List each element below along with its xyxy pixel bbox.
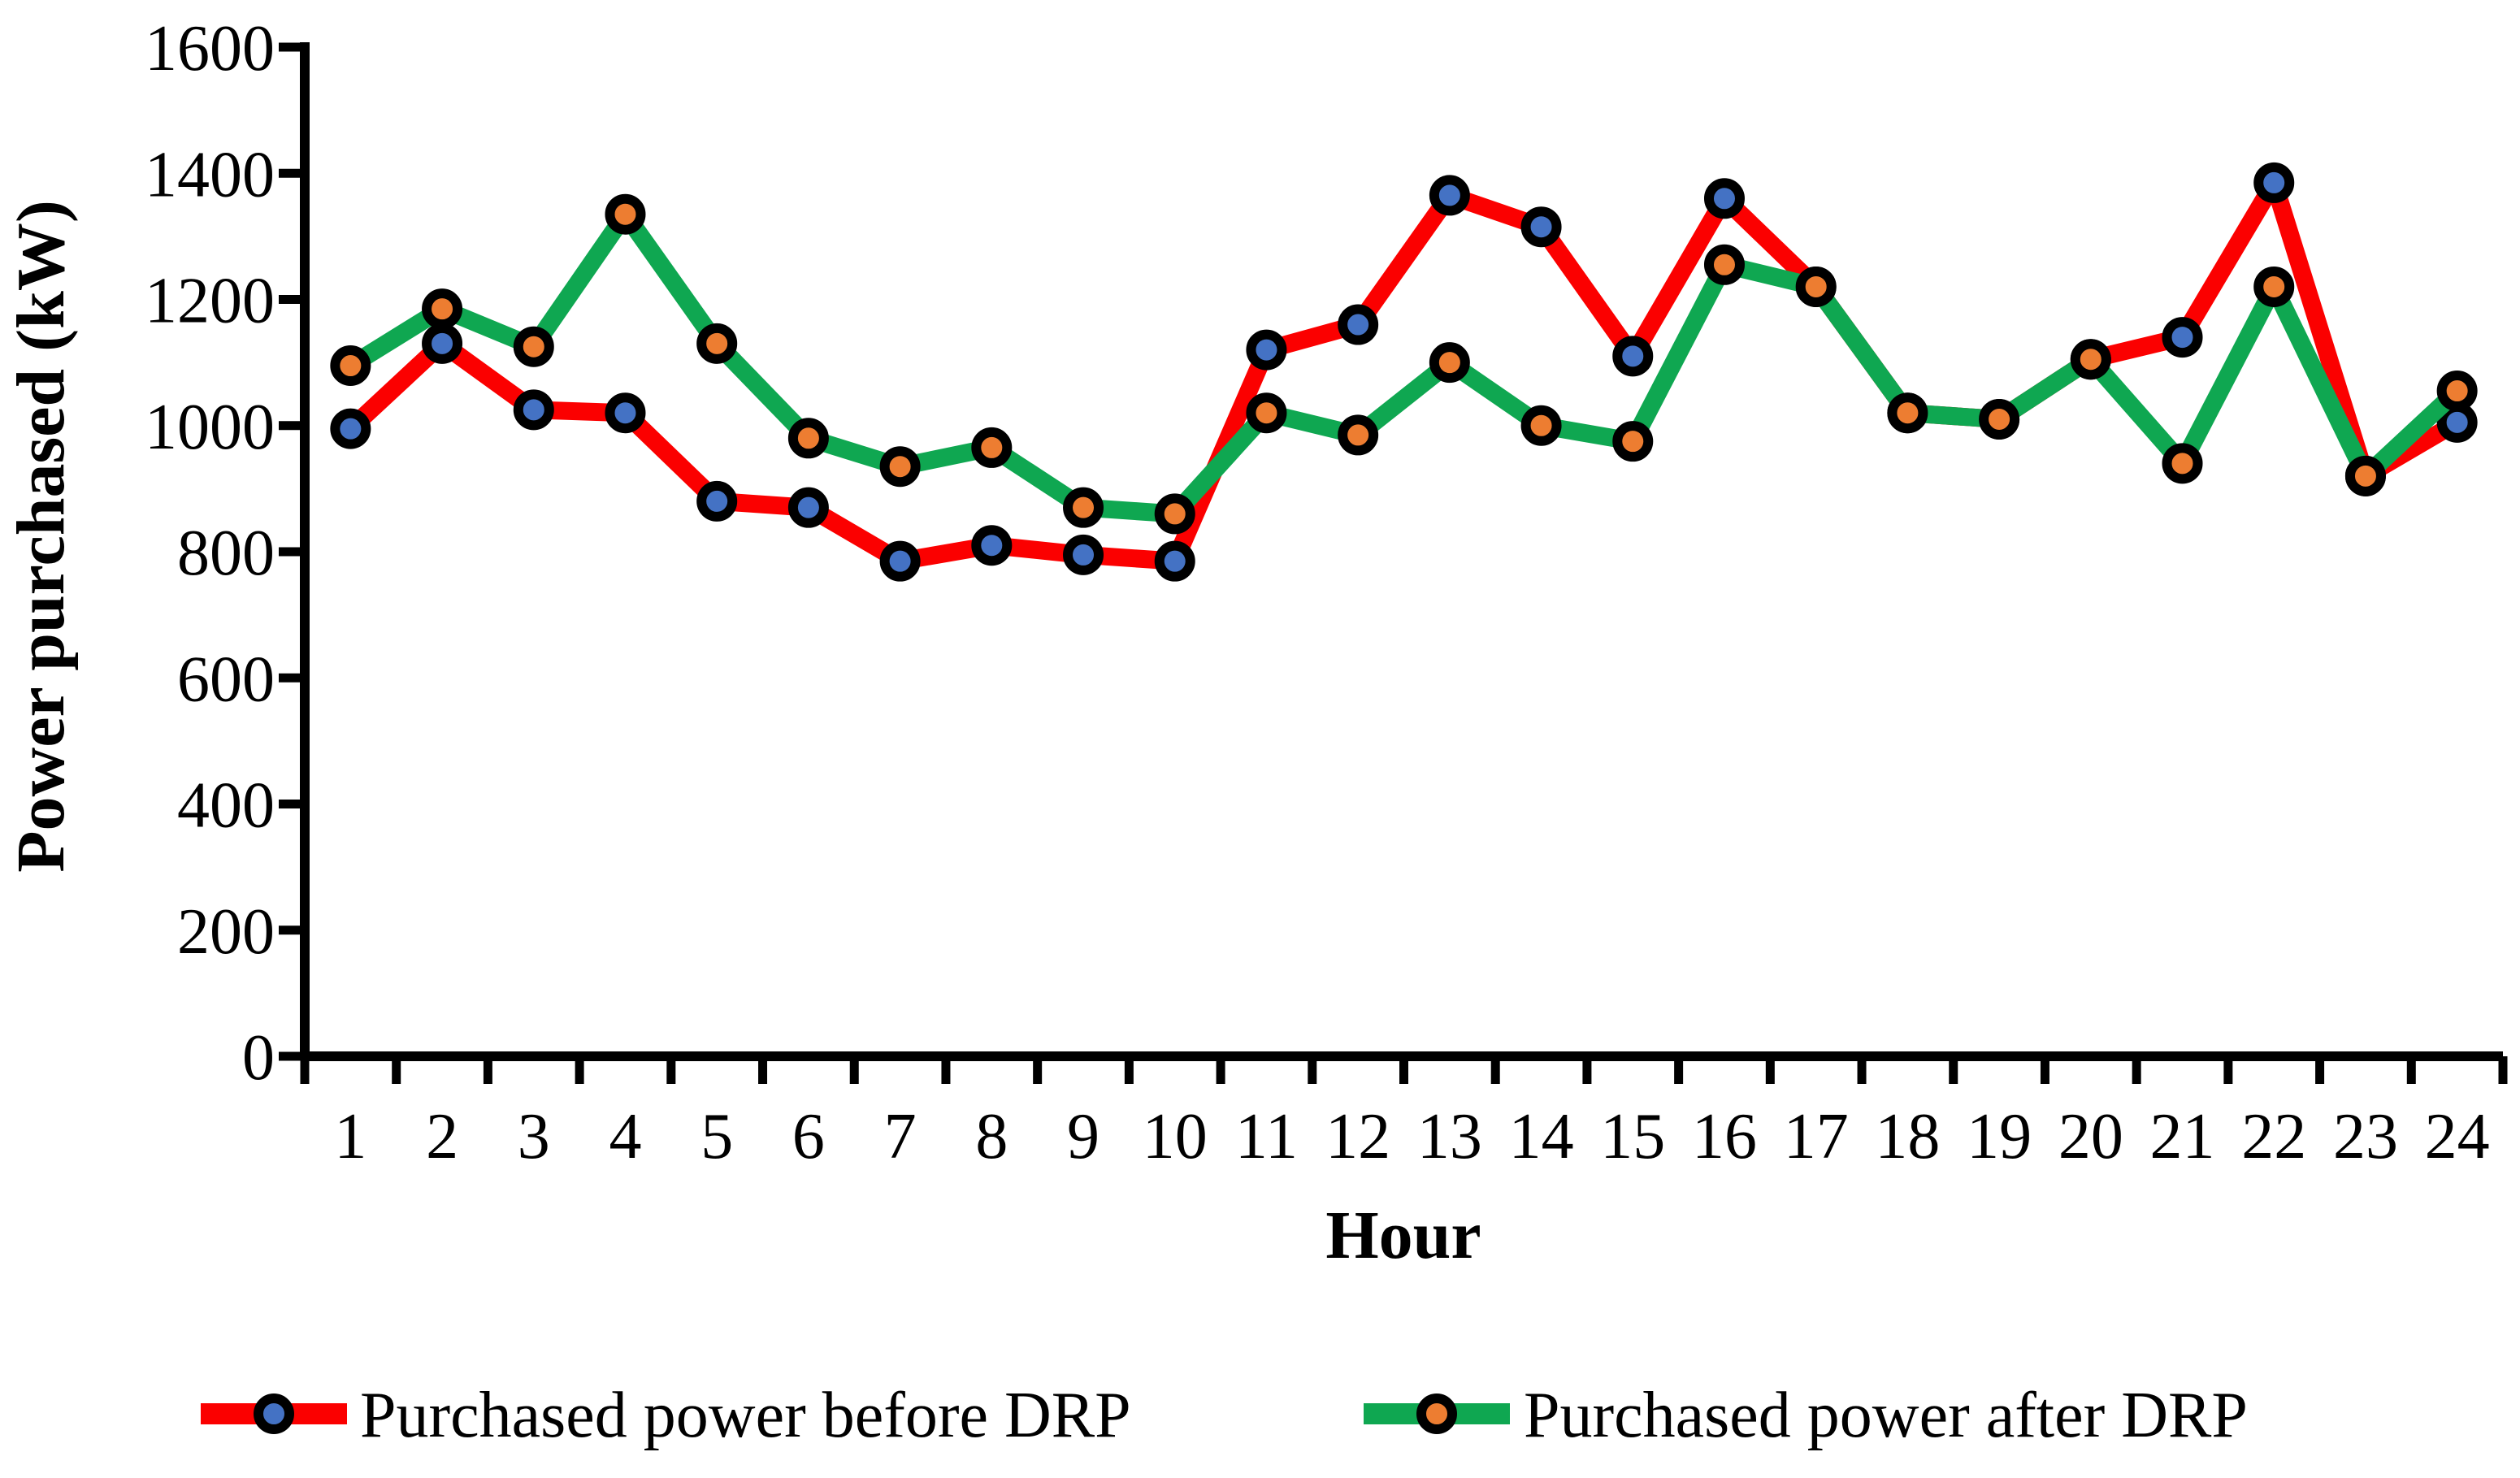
- data-point-marker-after-drp: [2436, 371, 2478, 412]
- data-point-marker-before-drp: [2162, 317, 2203, 358]
- data-point-marker-before-drp: [1429, 175, 1470, 216]
- y-tick-label: 1600: [145, 13, 275, 85]
- data-point-marker-before-drp: [879, 540, 921, 582]
- data-point-marker-after-drp: [2162, 443, 2203, 484]
- y-tick-label: 800: [177, 518, 275, 589]
- data-point-marker-before-drp: [1154, 540, 1195, 582]
- x-tick-label: 1: [334, 1101, 367, 1172]
- x-tick-label: 18: [1875, 1101, 1940, 1172]
- x-tick-label: 16: [1692, 1101, 1757, 1172]
- data-point-marker-after-drp: [513, 326, 554, 367]
- x-tick-label: 20: [2058, 1101, 2123, 1172]
- data-point-marker-after-drp: [696, 323, 738, 364]
- series-line-before-drp: [344, 173, 2462, 570]
- x-tick-label: 12: [1325, 1101, 1390, 1172]
- data-point-marker-after-drp: [330, 345, 371, 387]
- data-point-marker-after-drp: [1154, 493, 1195, 535]
- y-tick-label: 1200: [145, 266, 275, 337]
- y-tick-label: 0: [242, 1022, 275, 1094]
- data-point-marker-before-drp: [330, 408, 371, 449]
- x-tick-label: 4: [609, 1101, 641, 1172]
- legend-item-label: Purchased power before DRP: [360, 1380, 1131, 1451]
- data-point-marker-after-drp: [2070, 339, 2111, 380]
- data-point-marker-before-drp: [787, 487, 829, 528]
- data-point-marker-after-drp: [422, 288, 463, 330]
- data-point-marker-after-drp: [1246, 392, 1287, 434]
- data-point-marker-after-drp: [1887, 392, 1928, 434]
- x-tick-label: 2: [426, 1101, 458, 1172]
- x-tick-label: 8: [975, 1101, 1008, 1172]
- data-point-marker-after-drp: [1795, 266, 1837, 307]
- legend-marker-sample: [1416, 1393, 1457, 1434]
- x-tick-label: 5: [700, 1101, 733, 1172]
- data-point-marker-before-drp: [513, 389, 554, 431]
- x-tick-label: 10: [1143, 1101, 1208, 1172]
- series-line-after-drp: [345, 205, 2464, 523]
- data-point-marker-before-drp: [1520, 206, 1562, 248]
- data-point-marker-after-drp: [2344, 455, 2386, 496]
- y-tick-label: 600: [177, 644, 275, 715]
- x-tick-label: 13: [1417, 1101, 1482, 1172]
- data-point-marker-before-drp: [2253, 162, 2295, 203]
- x-tick-label: 15: [1600, 1101, 1665, 1172]
- x-tick-label: 14: [1509, 1101, 1574, 1172]
- x-tick-label: 19: [1967, 1101, 2032, 1172]
- x-tick-label: 11: [1235, 1101, 1298, 1172]
- data-point-marker-before-drp: [422, 323, 463, 364]
- x-tick-label: 17: [1784, 1101, 1849, 1172]
- data-point-marker-after-drp: [971, 427, 1013, 468]
- data-point-marker-before-drp: [1612, 336, 1654, 377]
- data-point-marker-before-drp: [1703, 178, 1745, 219]
- data-point-marker-after-drp: [1612, 421, 1654, 462]
- data-point-marker-after-drp: [787, 418, 829, 459]
- x-tick-label: 6: [792, 1101, 825, 1172]
- x-tick-label: 22: [2241, 1101, 2306, 1172]
- x-tick-label: 3: [518, 1101, 550, 1172]
- y-tick-label: 1000: [145, 392, 275, 463]
- x-tick-label: 9: [1067, 1101, 1100, 1172]
- data-point-marker-before-drp: [1338, 304, 1379, 345]
- legend-marker-sample: [254, 1393, 294, 1434]
- data-point-marker-after-drp: [1979, 398, 2020, 440]
- legend-item-label: Purchased power after DRP: [1524, 1380, 2248, 1451]
- data-point-marker-after-drp: [605, 193, 646, 235]
- x-tick-label: 23: [2333, 1101, 2398, 1172]
- data-point-marker-after-drp: [2253, 266, 2295, 307]
- y-tick-label: 400: [177, 770, 275, 842]
- data-point-marker-after-drp: [1063, 487, 1104, 528]
- y-tick-label: 200: [177, 896, 275, 968]
- data-point-marker-before-drp: [1063, 534, 1104, 575]
- x-tick-label: 21: [2150, 1101, 2215, 1172]
- data-point-marker-before-drp: [1246, 329, 1287, 371]
- data-point-marker-before-drp: [971, 525, 1013, 566]
- data-point-marker-after-drp: [1520, 405, 1562, 446]
- data-point-marker-before-drp: [605, 392, 646, 434]
- x-tick-label: 7: [884, 1101, 917, 1172]
- data-point-marker-after-drp: [1703, 244, 1745, 285]
- x-axis-title: Hour: [1325, 1198, 1481, 1273]
- data-point-marker-after-drp: [1429, 342, 1470, 384]
- data-point-marker-after-drp: [1338, 414, 1379, 456]
- y-axis-title: Power purchased (kW): [3, 200, 79, 873]
- data-point-marker-after-drp: [879, 446, 921, 488]
- data-point-marker-before-drp: [696, 480, 738, 522]
- x-tick-label: 24: [2425, 1101, 2490, 1172]
- y-tick-label: 1400: [145, 139, 275, 210]
